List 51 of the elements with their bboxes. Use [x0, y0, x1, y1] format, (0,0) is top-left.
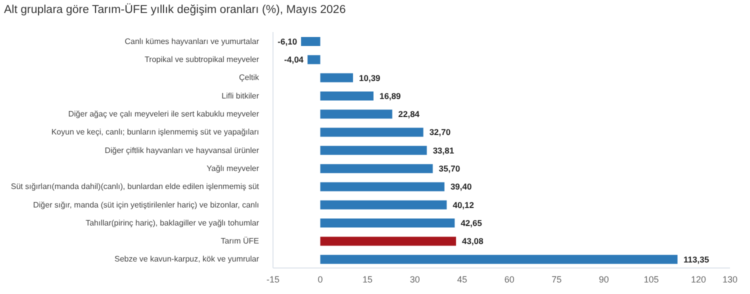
y-tick-label: Sebze ve kavun-karpuz, kök ve yumrular [114, 254, 260, 264]
y-tick-label: Diğer sığır, manda (süt için yetiştirilenler hariç) ve bizonlar, canlı [33, 200, 259, 210]
x-tick-label: 130 [722, 274, 738, 284]
bar [320, 91, 374, 100]
bar [320, 218, 455, 228]
y-tick-label: Süt sığırları(manda dahil)(canlı), bunlardan elde edilen işlenmemiş süt [10, 182, 260, 192]
y-tick-label: Lifli bitkiler [222, 91, 260, 100]
bar [320, 164, 433, 174]
text: Alt gruplara göre Tarım-ÜFE yıllık değişim oranları (%), Mayıs 2026 [4, 4, 347, 18]
data-label: 10,39 [359, 72, 381, 83]
x-tick-label: 60 [504, 274, 514, 284]
bar [320, 110, 392, 119]
bar [320, 128, 424, 137]
y-tick-label: Tarım ÜFE [220, 236, 259, 246]
data-label: 22,84 [398, 109, 420, 120]
y-tick-label: Tropikal ve subtropikal meyveler [144, 55, 260, 64]
bar [320, 73, 354, 82]
data-label: 32,70 [429, 127, 451, 138]
bar [301, 37, 320, 46]
x-tick-label: 0 [318, 274, 323, 284]
bar [320, 146, 427, 155]
y-tick-label: Diğer çiftlik hayvanları ve hayvansal ürünler [104, 146, 260, 155]
bar [320, 254, 678, 264]
data-label: 43,08 [462, 236, 484, 246]
data-label: 33,81 [432, 145, 454, 156]
bar [320, 200, 447, 210]
bar [308, 55, 320, 64]
y-tick-label: Diğer ağaç ve çalı meyveleri ile sert kabuklu meyveler [68, 109, 260, 118]
data-label: 40,12 [452, 200, 474, 210]
bar [320, 236, 456, 246]
x-tick-label: 120 [690, 274, 706, 284]
y-tick-label: Çeltik [238, 73, 260, 82]
data-label: 35,70 [438, 164, 460, 174]
data-label: 39,40 [450, 182, 472, 192]
y-tick-label: Koyun ve keçi, canlı; bunların işlenmemiş süt ve yapağıları [51, 128, 259, 137]
y-tick-label: Canlı kümes hayvanları ve yumurtalar [124, 36, 260, 46]
data-label: 113,35 [684, 254, 710, 264]
bar [320, 182, 444, 192]
data-label: -6,10 [278, 36, 298, 46]
y-tick-label: Tahıllar(pirinç hariç), baklagiller ve yağlı tohumlar [86, 218, 260, 228]
x-tick-label: 15 [362, 274, 373, 284]
x-tick-label: 30 [410, 274, 420, 284]
y-tick-label: Yağlı meyveler [206, 164, 260, 173]
x-tick-label: 75 [552, 274, 562, 284]
data-label: 42,65 [460, 218, 482, 228]
x-tick-label: -15 [266, 274, 280, 284]
x-tick-label: 105 [644, 274, 659, 284]
data-label: 16,89 [380, 90, 402, 101]
x-tick-label: 90 [598, 274, 609, 284]
data-label: -4,04 [284, 54, 304, 65]
x-tick-label: 45 [457, 274, 468, 284]
